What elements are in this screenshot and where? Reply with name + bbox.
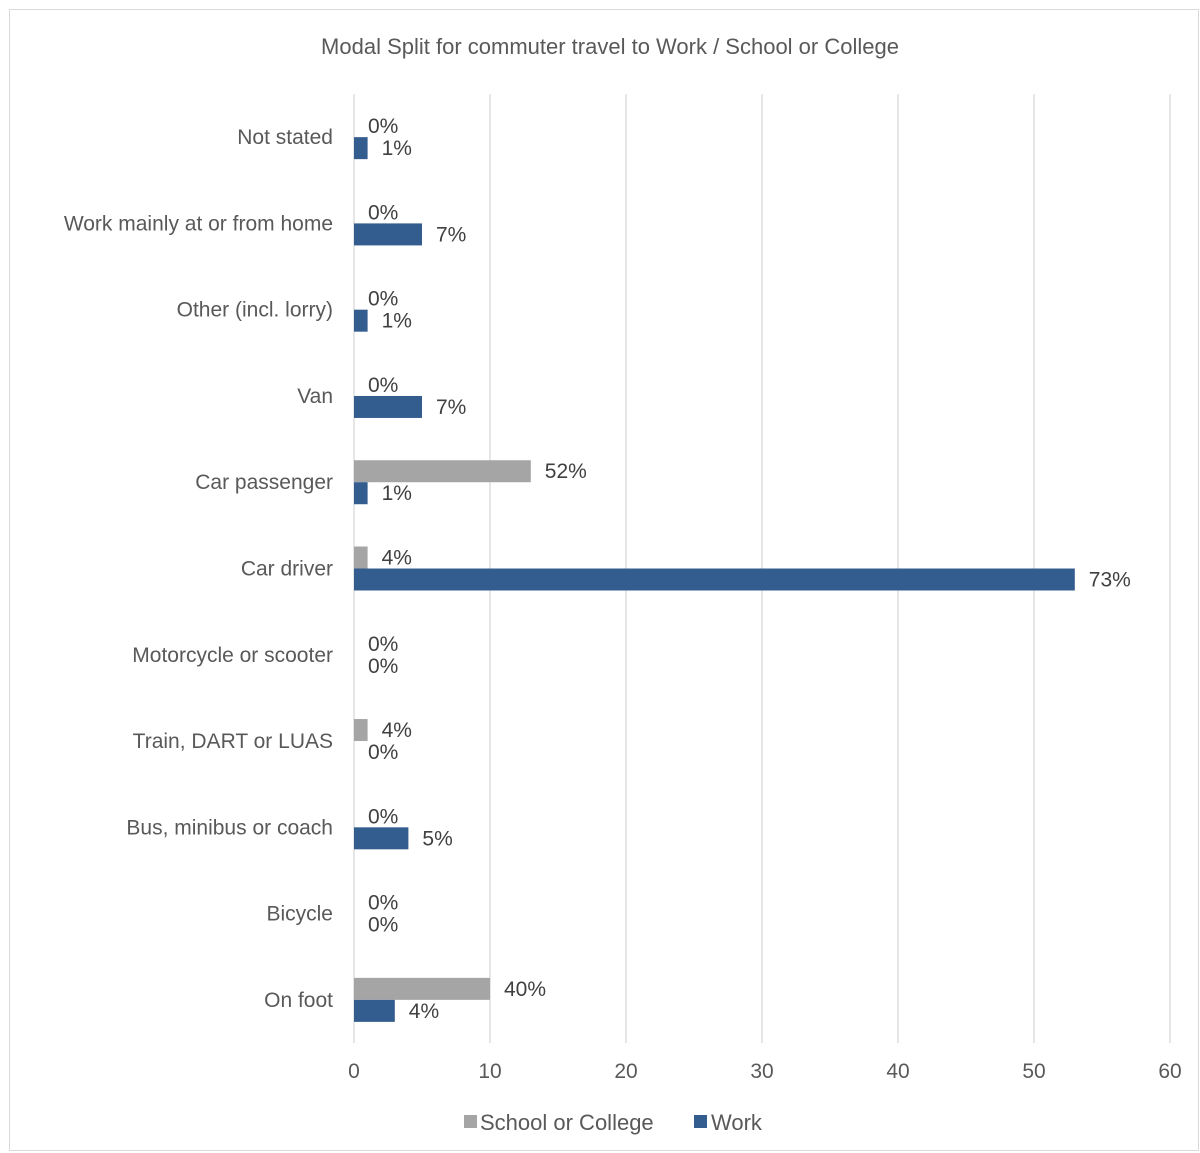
category-label: Motorcycle or scooter xyxy=(132,644,333,667)
data-label: 0% xyxy=(368,633,398,656)
data-label: 52% xyxy=(545,460,587,483)
x-tick-label: 40 xyxy=(886,1060,909,1083)
bar xyxy=(354,309,368,332)
category-label: Car driver xyxy=(241,558,333,581)
legend-label-work: Work xyxy=(711,1110,763,1135)
bar xyxy=(354,827,409,850)
legend-swatch-work xyxy=(694,1115,707,1128)
x-tick-label: 60 xyxy=(1158,1060,1181,1083)
data-label: 1% xyxy=(382,310,412,333)
category-label: Train, DART or LUAS xyxy=(133,730,333,753)
data-label: 7% xyxy=(436,396,466,419)
legend: School or College Work xyxy=(464,1110,763,1135)
bar xyxy=(354,977,490,1000)
data-label: 0% xyxy=(368,741,398,764)
data-label: 0% xyxy=(368,374,398,397)
data-label: 0% xyxy=(368,201,398,224)
data-label: 7% xyxy=(436,223,466,246)
bar xyxy=(354,137,368,160)
bar xyxy=(354,395,422,418)
data-label: 40% xyxy=(504,978,546,1001)
bar xyxy=(354,482,368,505)
category-label: Van xyxy=(297,385,333,408)
data-label: 4% xyxy=(382,547,412,570)
x-tick-label: 0 xyxy=(348,1060,360,1083)
category-label: Car passenger xyxy=(195,471,333,494)
data-label: 1% xyxy=(382,482,412,505)
bar xyxy=(354,999,395,1022)
bar xyxy=(354,719,368,742)
category-labels: Not stated Work mainly at or from home Oth… xyxy=(64,126,333,1012)
legend-swatch-school xyxy=(464,1115,477,1128)
x-tick-label: 30 xyxy=(750,1060,773,1083)
x-tick-label: 20 xyxy=(614,1060,637,1083)
category-label: On foot xyxy=(264,989,333,1012)
category-label: Bicycle xyxy=(266,903,333,926)
x-tick-label: 10 xyxy=(478,1060,501,1083)
data-label: 0% xyxy=(368,115,398,138)
bar xyxy=(354,568,1075,591)
data-label: 0% xyxy=(368,914,398,937)
bar xyxy=(354,546,368,569)
category-label: Work mainly at or from home xyxy=(64,212,333,235)
data-label: 4% xyxy=(382,719,412,742)
data-label: 0% xyxy=(368,805,398,828)
bars xyxy=(354,137,1075,1022)
data-label: 0% xyxy=(368,892,398,915)
legend-label-school: School or College xyxy=(480,1110,654,1135)
x-tick-label: 50 xyxy=(1022,1060,1045,1083)
data-label: 73% xyxy=(1089,569,1131,592)
bar xyxy=(354,223,422,246)
category-label: Other (incl. lorry) xyxy=(177,299,333,322)
data-label: 4% xyxy=(409,1000,439,1023)
data-labels: 0%1%0%7%0%1%0%7%52%1%4%73%0%0%4%0%0%5%0%… xyxy=(368,115,1131,1023)
category-label: Bus, minibus or coach xyxy=(126,816,333,839)
data-label: 5% xyxy=(422,827,452,850)
data-label: 0% xyxy=(368,655,398,678)
bar xyxy=(354,460,531,483)
x-tick-labels: 0 10 20 30 40 50 60 xyxy=(348,1060,1182,1083)
data-label: 1% xyxy=(382,137,412,160)
category-label: Not stated xyxy=(237,126,333,149)
chart-title: Modal Split for commuter travel to Work … xyxy=(321,34,899,59)
data-label: 0% xyxy=(368,288,398,311)
